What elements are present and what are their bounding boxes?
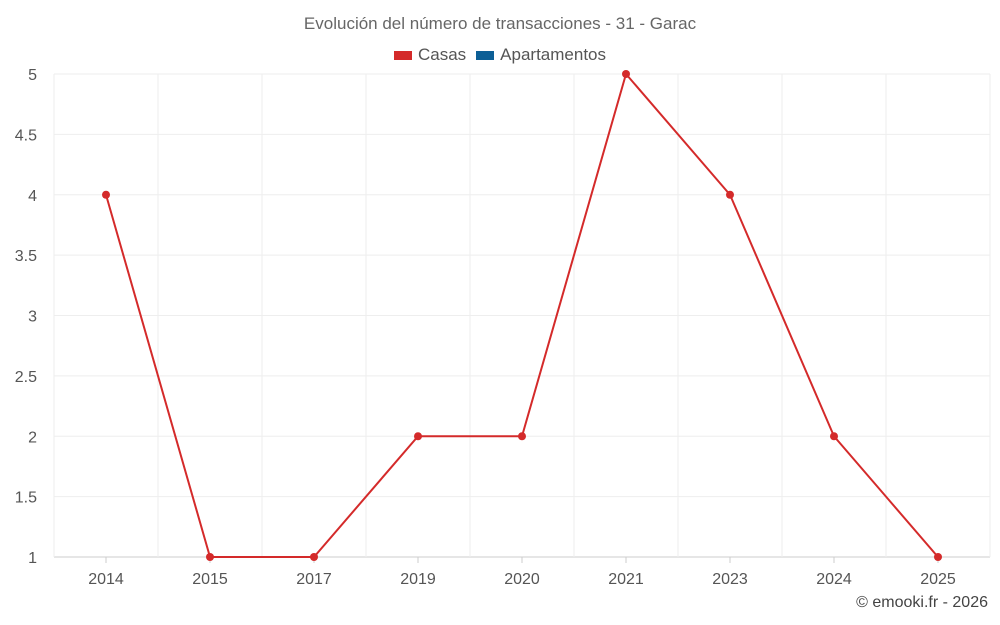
- y-tick-label: 4.5: [15, 127, 37, 144]
- grid-lines: [53, 73, 991, 558]
- x-tick-label: 2023: [712, 571, 748, 588]
- x-tick-label: 2014: [88, 571, 124, 588]
- y-tick-label: 2: [28, 429, 37, 446]
- legend-label-casas: Casas: [417, 45, 467, 64]
- y-tick-label: 3: [28, 309, 37, 326]
- y-tick-label: 1: [28, 550, 37, 567]
- legend-item-apartamentos[interactable]: Apartamentos: [476, 45, 606, 65]
- y-tick-label: 3.5: [15, 248, 37, 265]
- data-point-casas: [726, 190, 734, 199]
- y-axis: 1 1.5 2 2.5 3 3.5 4 4.5 5: [15, 67, 37, 567]
- data-point-casas: [830, 432, 838, 441]
- y-tick-label: 5: [28, 67, 37, 84]
- data-point-casas: [518, 432, 526, 441]
- series-casas: [102, 70, 942, 561]
- y-tick-label: 1.5: [15, 490, 37, 507]
- copyright-credit: © emooki.fr - 2026: [856, 594, 988, 611]
- legend-label-apartamentos: Apartamentos: [500, 45, 607, 64]
- data-point-casas: [310, 553, 318, 561]
- y-tick-label: 4: [28, 188, 37, 205]
- data-point-casas: [414, 432, 422, 441]
- data-point-casas: [102, 190, 110, 199]
- data-point-casas: [622, 70, 630, 78]
- chart-title: Evolución del número de transacciones - …: [303, 14, 697, 33]
- data-point-casas: [206, 553, 214, 561]
- x-tick-label: 2025: [920, 571, 956, 588]
- x-tick-label: 2017: [296, 571, 332, 588]
- x-tick-label: 2020: [504, 571, 540, 588]
- x-tick-label: 2024: [816, 571, 852, 588]
- legend-item-casas[interactable]: Casas: [393, 45, 467, 65]
- data-point-casas: [934, 553, 942, 561]
- chart-legend: Casas Apartamentos: [0, 45, 1000, 65]
- legend-swatch-casas: [393, 50, 412, 60]
- x-tick-label: 2019: [400, 571, 436, 588]
- y-tick-label: 2.5: [15, 369, 37, 386]
- x-tick-label: 2021: [608, 571, 644, 588]
- legend-swatch-apartamentos: [476, 50, 495, 60]
- x-tick-label: 2015: [192, 571, 228, 588]
- x-axis: 2014 2015 2017 2019 2020 2021 2023 2024 2025: [88, 557, 956, 588]
